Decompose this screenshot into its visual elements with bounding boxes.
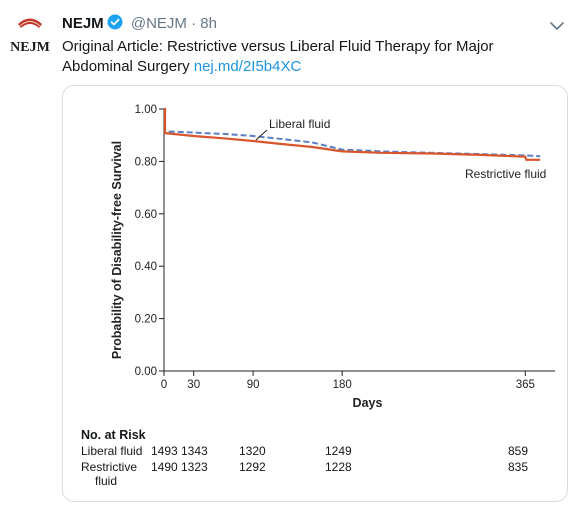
risk-value: 1343: [181, 444, 208, 458]
x-tick-label: 30: [187, 379, 200, 391]
tweet-link[interactable]: nej.md/2I5b4XC: [193, 58, 302, 75]
x-tick-label: 90: [247, 379, 260, 391]
author-handle[interactable]: @NEJM: [130, 15, 187, 32]
risk-value: 859: [508, 444, 529, 458]
liberal-fluid-line: [164, 108, 541, 158]
x-tick-label: 0: [161, 379, 167, 391]
risk-value: 1490: [151, 460, 178, 474]
author-name[interactable]: NEJM: [62, 15, 104, 32]
tweet-header: NEJM @NEJM · 8h: [62, 14, 217, 34]
x-tick-label: 365: [516, 379, 535, 391]
risk-value: 1228: [325, 460, 352, 474]
verified-badge-icon: [107, 14, 123, 34]
avatar[interactable]: NEJM: [6, 14, 54, 62]
media-card[interactable]: 0.00 0.20 0.40 0.60 0.80 1.00 0 30 90 180 365 Days P…: [62, 85, 568, 502]
y-tick-label: 0.60: [135, 209, 157, 221]
y-tick-label: 0.80: [135, 156, 157, 168]
y-tick-label: 1.00: [135, 104, 157, 116]
avatar-text: NEJM: [10, 40, 50, 55]
risk-row-label: Liberal fluid: [81, 444, 143, 458]
risk-table-title: No. at Risk: [81, 428, 146, 442]
y-tick-label: 0.40: [135, 261, 157, 273]
chevron-down-icon[interactable]: [550, 18, 564, 30]
y-axis-label: Probability of Disability-free Survival: [110, 141, 124, 359]
survival-chart: 0.00 0.20 0.40 0.60 0.80 1.00 0 30 90 180 365 Days P…: [110, 104, 555, 410]
tweet-text: Original Article: Restrictive versus Lib…: [62, 37, 552, 77]
y-tick-label: 0.00: [135, 366, 157, 378]
risk-row-label: Restrictive: [81, 460, 138, 474]
y-tick-label: 0.20: [135, 314, 157, 326]
restrictive-fluid-line: [163, 107, 541, 161]
risk-value: 1249: [325, 444, 352, 458]
risk-value: 835: [508, 460, 529, 474]
liberal-fluid-leader: [255, 129, 268, 141]
separator-dot: ·: [191, 15, 197, 32]
risk-value: 1493: [151, 444, 178, 458]
risk-value: 1323: [181, 460, 208, 474]
liberal-fluid-label: Liberal fluid: [269, 117, 330, 131]
seal-icon: [18, 18, 42, 28]
restrictive-fluid-label: Restrictive fluid: [465, 167, 546, 181]
x-tick-label: 180: [333, 379, 352, 391]
risk-value: 1292: [239, 460, 266, 474]
risk-row-label-continued: fluid: [95, 474, 118, 488]
x-axis-label: Days: [353, 396, 383, 410]
risk-value: 1320: [239, 444, 266, 458]
tweet-body: Original Article: Restrictive versus Lib…: [62, 38, 494, 75]
timestamp[interactable]: 8h: [200, 15, 217, 32]
